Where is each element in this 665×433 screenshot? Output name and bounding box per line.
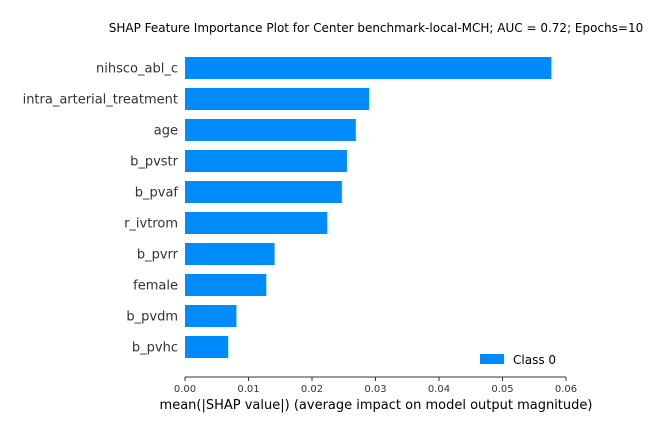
x-tick-label: 0.01	[237, 384, 259, 395]
legend-label: Class 0	[513, 353, 556, 367]
feature-label-r_ivtrom: r_ivtrom	[124, 217, 178, 232]
bar-b_pvdm	[185, 305, 237, 327]
chart-title: SHAP Feature Importance Plot for Center …	[109, 21, 644, 35]
legend-swatch	[480, 354, 504, 364]
feature-label-nihsco_abl_c: nihsco_abl_c	[96, 62, 178, 77]
bar-b_pvrr	[185, 243, 275, 265]
x-tick-label: 0.04	[428, 384, 450, 395]
feature-label-intra_arterial_treatment: intra_arterial_treatment	[23, 93, 178, 108]
bars-group	[185, 57, 552, 358]
x-tick-label: 0.05	[491, 384, 513, 395]
bar-age	[185, 119, 356, 141]
x-tick-label: 0.06	[555, 384, 577, 395]
feature-label-female: female	[133, 279, 178, 294]
x-axis-label: mean(|SHAP value|) (average impact on mo…	[160, 398, 593, 413]
feature-label-b_pvstr: b_pvstr	[130, 155, 179, 170]
x-tick-label: 0.00	[174, 384, 196, 395]
bar-nihsco_abl_c	[185, 57, 552, 79]
bar-b_pvstr	[185, 150, 347, 172]
feature-label-b_pvdm: b_pvdm	[126, 310, 178, 325]
legend: Class 0	[480, 353, 556, 367]
bar-r_ivtrom	[185, 212, 328, 234]
feature-label-b_pvaf: b_pvaf	[135, 186, 179, 201]
bar-intra_arterial_treatment	[185, 88, 370, 110]
x-axis: 0.00 0.01 0.02 0.03 0.04 0.05 0.06	[174, 376, 577, 395]
feature-label-b_pvrr: b_pvrr	[137, 248, 179, 263]
x-tick-label: 0.03	[364, 384, 386, 395]
bar-b_pvaf	[185, 181, 342, 203]
bar-b_pvhc	[185, 336, 229, 358]
feature-label-age: age	[154, 124, 178, 139]
feature-label-b_pvhc: b_pvhc	[132, 341, 178, 356]
x-tick-label: 0.02	[301, 384, 323, 395]
bar-female	[185, 274, 267, 296]
